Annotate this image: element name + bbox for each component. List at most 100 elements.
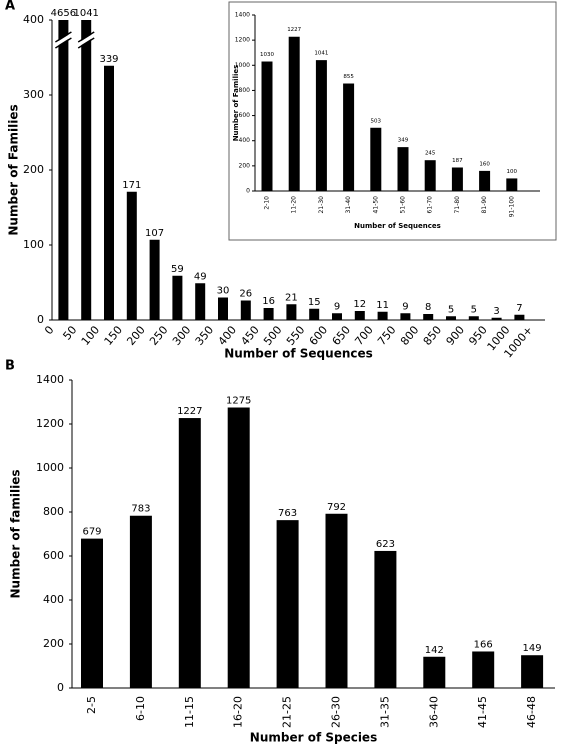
bar	[309, 308, 320, 320]
value-label: 8	[425, 302, 431, 313]
bar	[521, 655, 544, 688]
x-tick-label: 51-60	[400, 196, 407, 214]
y-tick-label: 400	[23, 13, 44, 26]
x-tick-label: 11-20	[291, 196, 298, 214]
x-tick-label: 550	[284, 324, 307, 348]
bar	[491, 317, 502, 320]
y-tick-label: 300	[23, 88, 44, 101]
value-label: 15	[308, 297, 321, 308]
bar	[104, 65, 114, 320]
x-tick-label: 350	[193, 324, 216, 348]
value-label: 5	[471, 304, 477, 315]
bar	[332, 313, 342, 320]
x-tick-label: 850	[421, 324, 444, 348]
bar	[423, 314, 434, 320]
y-tick-label: 1000	[235, 62, 250, 69]
bar	[506, 178, 518, 191]
x-tick-label: 21-25	[281, 696, 294, 728]
y-tick-label: 600	[239, 112, 251, 119]
bar	[400, 313, 411, 320]
value-label: 107	[145, 228, 164, 239]
x-tick-label: 750	[375, 324, 398, 348]
y-tick-label: 800	[43, 505, 64, 518]
axis-break	[55, 31, 72, 49]
x-tick-label: 41-45	[476, 696, 489, 728]
value-label: 503	[371, 118, 382, 124]
y-tick-label: 1400	[36, 373, 64, 386]
value-label: 30	[217, 286, 230, 297]
bar	[240, 300, 251, 320]
x-axis-label: Number of Sequences	[354, 222, 441, 230]
x-tick-label: 200	[124, 324, 147, 348]
x-tick-label: 450	[238, 324, 261, 348]
bar	[424, 160, 436, 191]
x-tick-label: 150	[102, 324, 125, 348]
bar	[276, 520, 299, 688]
x-tick-label: 300	[170, 324, 193, 348]
value-label: 1041	[73, 8, 98, 19]
bar	[227, 407, 250, 688]
y-tick-label: 0	[37, 313, 44, 326]
value-label: 4656	[51, 8, 76, 19]
value-label: 12	[353, 299, 366, 310]
value-label: 783	[131, 504, 150, 515]
value-label: 11	[376, 300, 389, 311]
bar	[288, 36, 300, 192]
bar	[126, 191, 137, 320]
value-label: 3	[493, 306, 499, 317]
bar	[479, 170, 491, 191]
bar	[261, 61, 273, 192]
bar	[325, 513, 348, 688]
value-label: 100	[507, 169, 518, 175]
value-label: 245	[425, 151, 436, 157]
x-tick-label: 900	[444, 324, 467, 348]
bar	[172, 275, 183, 320]
x-tick-label: 46-48	[525, 696, 538, 728]
x-tick-label: 81-90	[481, 196, 488, 214]
x-tick-label: 50	[60, 324, 79, 343]
x-tick-label: 600	[307, 324, 330, 348]
value-label: 349	[398, 138, 409, 144]
axis-break	[77, 31, 95, 49]
break-gap	[55, 33, 72, 47]
y-tick-label: 100	[23, 238, 44, 251]
bar	[343, 83, 355, 191]
bar	[377, 311, 388, 320]
bar	[472, 651, 495, 688]
panel-label: B	[5, 359, 15, 374]
bar	[374, 550, 397, 688]
bar	[370, 127, 382, 191]
bar	[468, 316, 479, 320]
value-label: 339	[99, 54, 118, 65]
value-label: 160	[479, 161, 490, 167]
y-axis-label: Number of families	[9, 470, 23, 599]
x-tick-label: 650	[330, 324, 353, 348]
y-tick-label: 600	[43, 549, 64, 562]
y-tick-label: 1000	[36, 461, 64, 474]
value-label: 7	[516, 303, 522, 314]
value-label: 679	[82, 527, 101, 538]
x-axis-label: Number of Species	[250, 731, 377, 745]
x-tick-label: 31-40	[345, 196, 352, 214]
x-tick-label: 16-20	[232, 696, 245, 728]
bar	[218, 297, 228, 320]
value-label: 1227	[177, 406, 202, 417]
y-tick-label: 200	[23, 163, 44, 176]
x-tick-label: 800	[398, 324, 421, 348]
bar	[514, 314, 525, 320]
x-tick-label: 26-30	[330, 696, 343, 728]
y-tick-label: 400	[239, 137, 251, 144]
y-tick-label: 400	[43, 593, 64, 606]
x-tick-label: 400	[216, 324, 239, 348]
value-label: 166	[474, 639, 493, 650]
bar	[397, 147, 409, 191]
x-tick-label: 36-40	[427, 696, 440, 728]
x-tick-label: 61-70	[427, 196, 434, 214]
value-label: 21	[285, 292, 298, 303]
value-label: 9	[334, 301, 340, 312]
bar	[195, 283, 206, 320]
value-label: 763	[278, 508, 297, 519]
x-tick-label: 0	[42, 324, 56, 338]
bar	[149, 239, 160, 320]
